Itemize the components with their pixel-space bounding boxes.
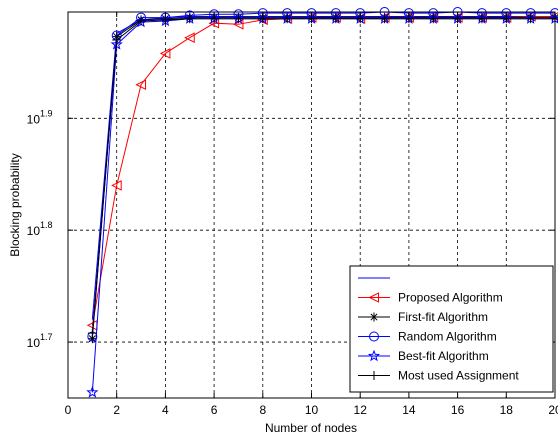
x-tick-label: 20 <box>548 403 558 417</box>
x-tick-label: 12 <box>354 403 368 417</box>
data-point-asterisk <box>370 313 379 322</box>
legend: Proposed Algorithm First-fit Algorithm Ran… <box>350 266 553 392</box>
legend-label: Most used Assignment <box>398 369 519 383</box>
x-tick-label: 0 <box>65 403 72 417</box>
y-tick-exponent: 1.9 <box>40 108 53 118</box>
x-tick-label: 16 <box>451 403 465 417</box>
x-tick-label: 8 <box>259 403 266 417</box>
legend-label: Random Algorithm <box>398 330 497 344</box>
x-tick-label: 6 <box>211 403 218 417</box>
x-tick-label: 4 <box>162 403 169 417</box>
x-tick-label: 10 <box>305 403 319 417</box>
x-axis-label: Number of nodes <box>265 421 357 435</box>
y-axis-label: Blocking probability <box>8 153 22 256</box>
legend-label: First-fit Algorithm <box>398 310 488 324</box>
legend-label: Proposed Algorithm <box>398 291 503 305</box>
y-tick-exponent: 1.8 <box>40 220 53 230</box>
y-tick-base: 10 <box>27 336 41 350</box>
x-tick-label: 2 <box>113 403 120 417</box>
x-tick-label: 14 <box>402 403 416 417</box>
y-tick-base: 10 <box>27 224 41 238</box>
legend-label: Best-fit Algorithm <box>398 349 489 363</box>
y-tick-exponent: 1.7 <box>40 332 53 342</box>
x-tick-label: 18 <box>500 403 514 417</box>
y-tick-base: 10 <box>27 112 41 126</box>
